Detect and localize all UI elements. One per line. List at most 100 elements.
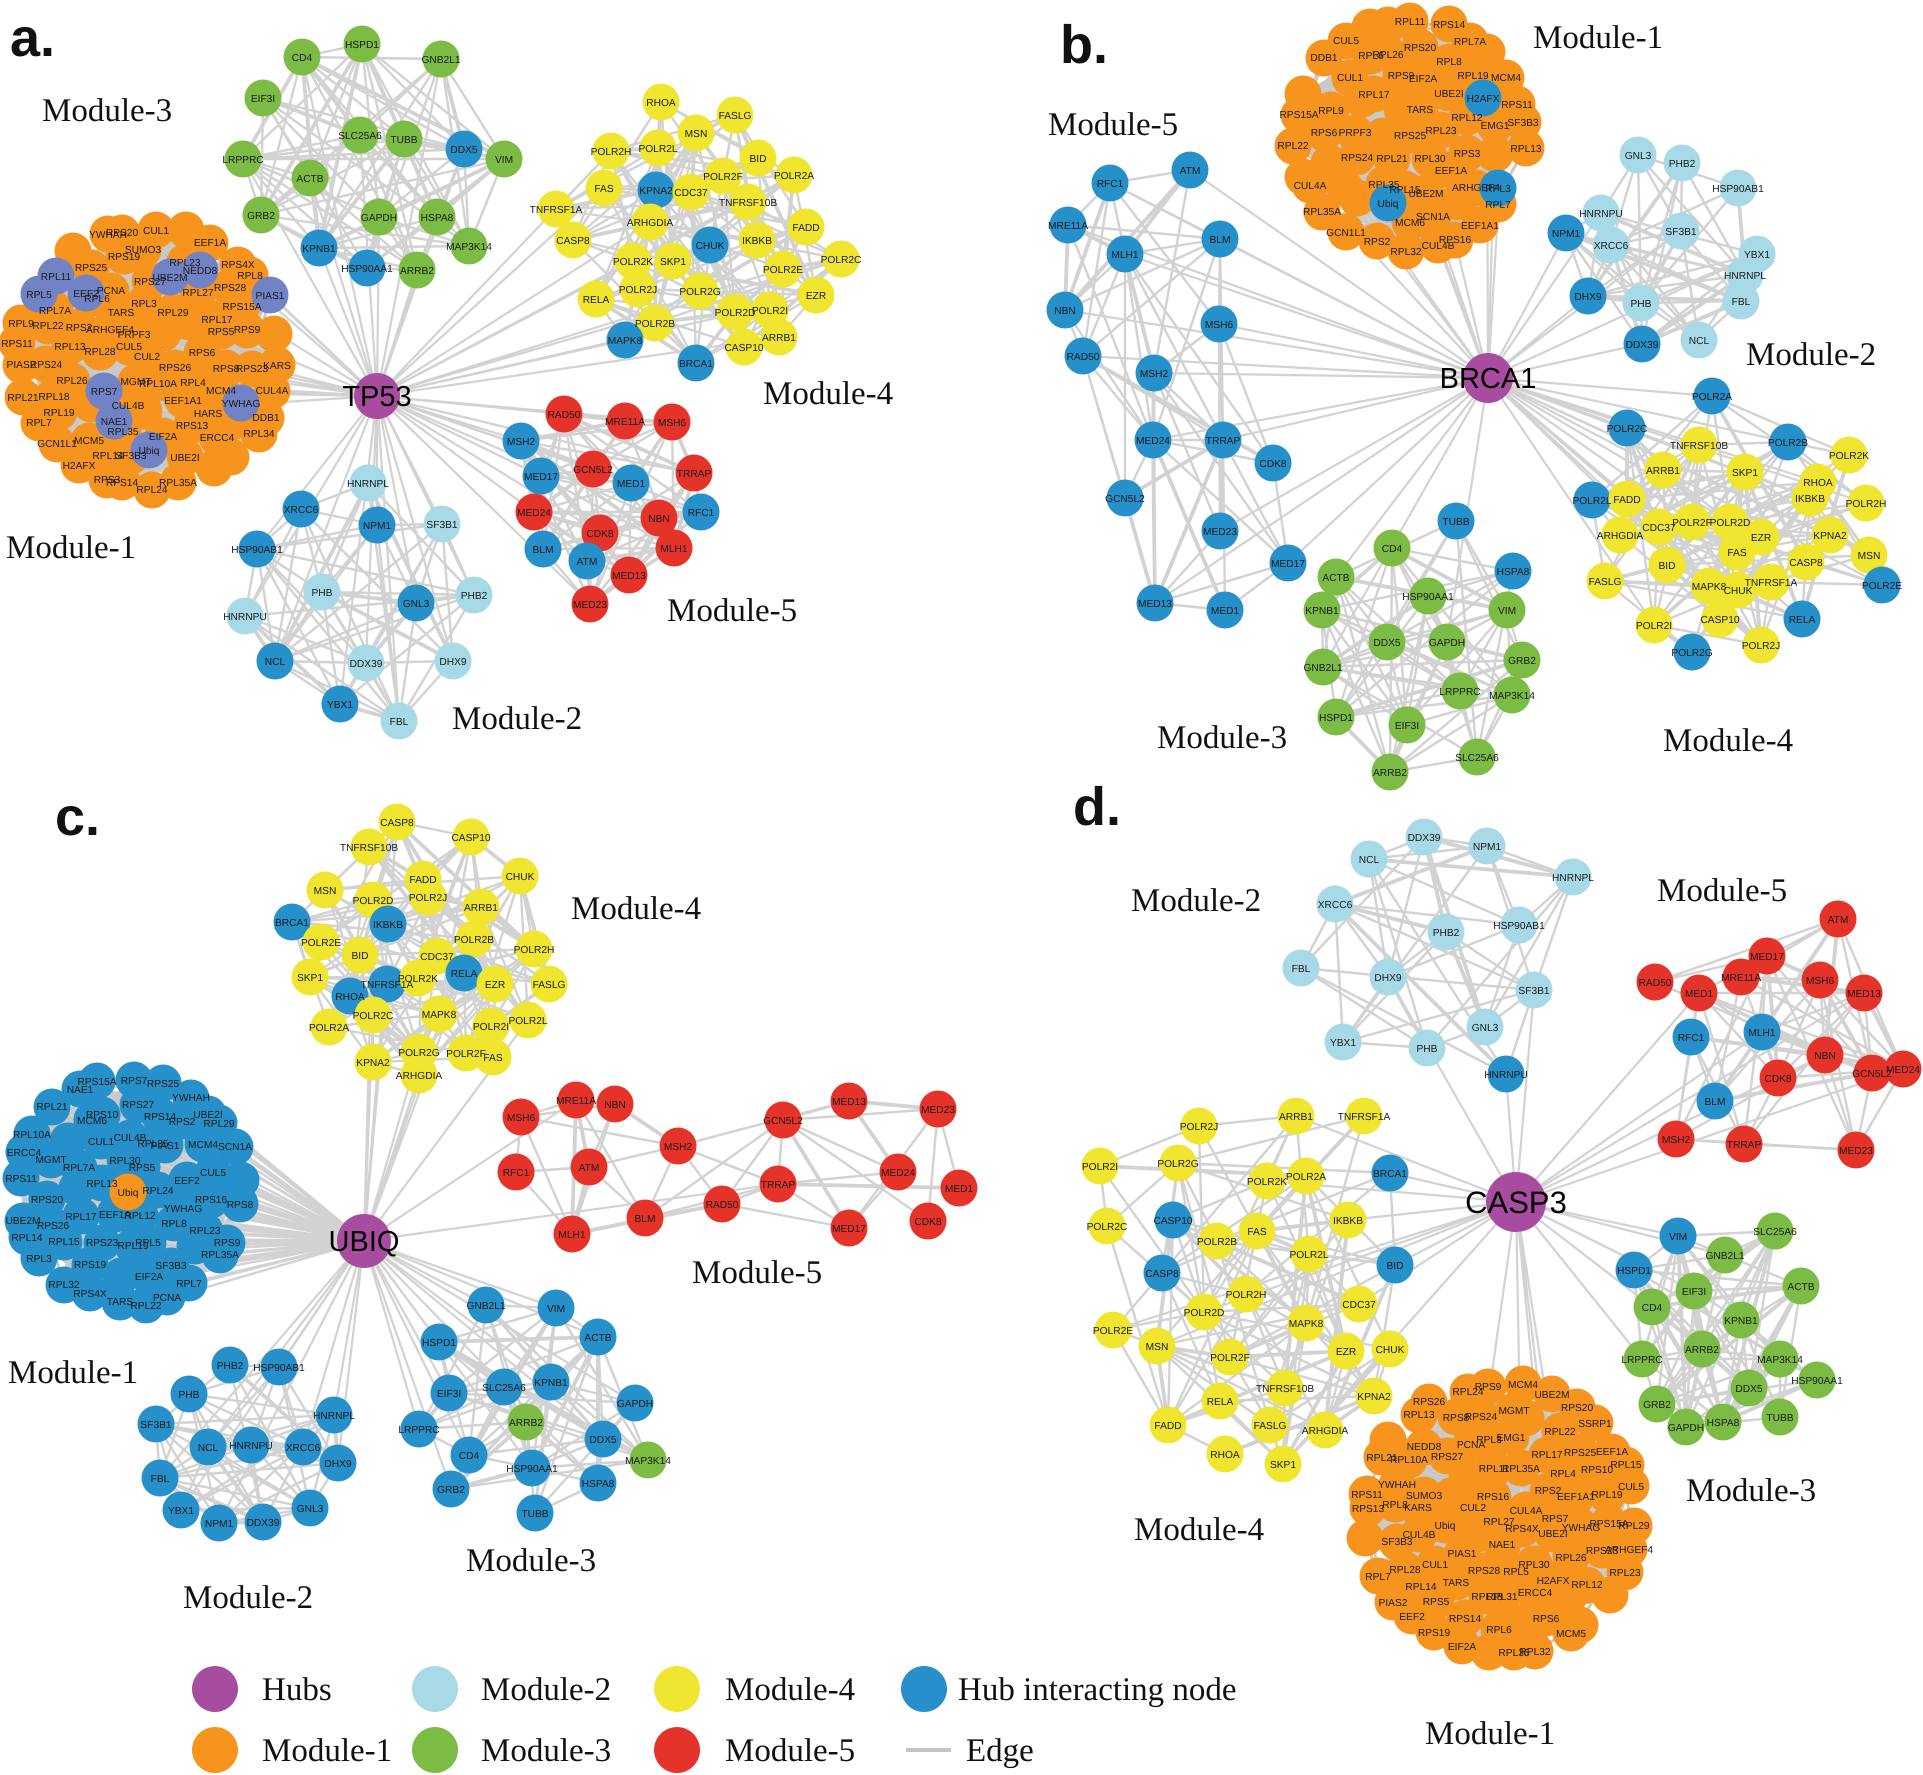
svg-text:CASP3: CASP3 xyxy=(1465,1185,1567,1220)
svg-text:MSH6: MSH6 xyxy=(507,1113,536,1124)
svg-text:SSRP1: SSRP1 xyxy=(1578,1419,1612,1430)
svg-text:RPL7: RPL7 xyxy=(26,418,52,429)
svg-text:MED17: MED17 xyxy=(1750,952,1784,963)
svg-text:RPS2: RPS2 xyxy=(66,323,93,334)
svg-text:RPL9: RPL9 xyxy=(8,319,34,330)
svg-text:HSP90AB1: HSP90AB1 xyxy=(253,1363,305,1374)
svg-text:RPS19: RPS19 xyxy=(74,1260,107,1271)
svg-text:Module-3: Module-3 xyxy=(1686,1473,1816,1509)
svg-text:POLR2H: POLR2H xyxy=(591,147,632,158)
svg-text:RPL3: RPL3 xyxy=(131,299,157,310)
svg-text:RPL21: RPL21 xyxy=(1366,1453,1397,1464)
svg-text:POLR2C: POLR2C xyxy=(1607,424,1648,435)
svg-text:BRCA1: BRCA1 xyxy=(679,359,713,370)
svg-text:GNB2L1: GNB2L1 xyxy=(1303,663,1342,674)
svg-text:VIM: VIM xyxy=(1669,1232,1687,1243)
svg-text:ARRB2: ARRB2 xyxy=(400,266,434,277)
svg-text:HSP90AA1: HSP90AA1 xyxy=(506,1464,558,1475)
svg-text:NPM1: NPM1 xyxy=(1473,842,1502,853)
svg-text:RPS2: RPS2 xyxy=(1535,1486,1562,1497)
svg-text:POLR2C: POLR2C xyxy=(821,255,862,266)
svg-text:RPL24: RPL24 xyxy=(142,1186,173,1197)
svg-text:EIF3I: EIF3I xyxy=(437,1389,461,1400)
svg-text:RPL28: RPL28 xyxy=(84,347,115,358)
svg-text:RPL21: RPL21 xyxy=(1376,154,1407,165)
svg-text:RPS16: RPS16 xyxy=(1477,1492,1510,1503)
svg-text:NPM1: NPM1 xyxy=(205,1519,234,1530)
svg-text:FADD: FADD xyxy=(1154,1421,1181,1432)
svg-text:CUL1: CUL1 xyxy=(88,1137,114,1148)
svg-text:Module-2: Module-2 xyxy=(452,701,582,737)
svg-text:MED23: MED23 xyxy=(921,1105,955,1116)
svg-text:H2AFX: H2AFX xyxy=(1537,1576,1570,1587)
svg-text:RPL8: RPL8 xyxy=(161,1219,187,1230)
svg-text:RPL35A: RPL35A xyxy=(1303,207,1341,218)
svg-text:RPS27: RPS27 xyxy=(134,277,167,288)
svg-text:YWHAG: YWHAG xyxy=(164,1204,203,1215)
svg-text:RPL32: RPL32 xyxy=(1390,247,1421,258)
svg-text:RPL21: RPL21 xyxy=(7,393,38,404)
svg-text:MCM4: MCM4 xyxy=(1491,73,1521,84)
svg-text:MGMT: MGMT xyxy=(35,1155,66,1166)
svg-text:NEDD8: NEDD8 xyxy=(183,266,218,277)
svg-text:TNFRSF10B: TNFRSF10B xyxy=(340,843,399,854)
svg-text:POLR2I: POLR2I xyxy=(752,306,788,317)
svg-text:GNL3: GNL3 xyxy=(297,1504,324,1515)
svg-text:RPS20: RPS20 xyxy=(1404,43,1437,54)
svg-text:RPS8: RPS8 xyxy=(1443,1413,1470,1424)
svg-text:c.: c. xyxy=(55,787,100,847)
svg-text:Module-1: Module-1 xyxy=(6,530,136,566)
svg-text:YBX1: YBX1 xyxy=(1744,250,1770,261)
svg-text:ARHGDIA: ARHGDIA xyxy=(1597,531,1644,542)
svg-text:MED1: MED1 xyxy=(945,1184,974,1195)
svg-text:GNB2L1: GNB2L1 xyxy=(421,55,460,66)
svg-text:NCL: NCL xyxy=(1689,336,1710,347)
svg-text:MLH1: MLH1 xyxy=(1111,250,1139,261)
svg-text:RPS14: RPS14 xyxy=(1449,1614,1482,1625)
svg-text:YWHAG: YWHAG xyxy=(1562,1523,1601,1534)
svg-text:RPL29: RPL29 xyxy=(1618,1521,1649,1532)
svg-text:RPS25: RPS25 xyxy=(1394,131,1427,142)
svg-text:POLR2E: POLR2E xyxy=(1093,1326,1133,1337)
svg-text:MED1: MED1 xyxy=(1685,989,1714,1000)
svg-text:HNRNPU: HNRNPU xyxy=(223,612,267,623)
svg-text:Edge: Edge xyxy=(966,1733,1034,1769)
svg-text:CASP8: CASP8 xyxy=(1145,1269,1179,1280)
svg-text:IKBKB: IKBKB xyxy=(742,236,772,247)
svg-text:MED24: MED24 xyxy=(1886,1065,1920,1076)
svg-text:RPL7A: RPL7A xyxy=(1454,37,1486,48)
svg-text:FBL: FBL xyxy=(390,717,409,728)
svg-text:RPL28: RPL28 xyxy=(1389,1565,1420,1576)
svg-text:CASP10: CASP10 xyxy=(724,343,763,354)
svg-text:EEF1A: EEF1A xyxy=(99,1210,131,1221)
svg-text:RPL24: RPL24 xyxy=(1452,1387,1483,1398)
svg-text:RELA: RELA xyxy=(1789,615,1816,626)
svg-text:BLM: BLM xyxy=(1705,1097,1726,1108)
svg-text:YWHAH: YWHAH xyxy=(1378,1480,1416,1491)
svg-text:Module-1: Module-1 xyxy=(262,1733,392,1769)
svg-text:RPS11: RPS11 xyxy=(5,1174,37,1185)
svg-text:RPL8: RPL8 xyxy=(237,271,263,282)
svg-text:RPS3: RPS3 xyxy=(1454,149,1481,160)
svg-text:RPL35: RPL35 xyxy=(1368,180,1399,191)
svg-text:IKBKB: IKBKB xyxy=(1795,494,1825,505)
svg-text:ARRB2: ARRB2 xyxy=(509,1418,543,1429)
svg-text:FASLG: FASLG xyxy=(1589,577,1622,588)
svg-text:HSP90AA1: HSP90AA1 xyxy=(1402,592,1454,603)
svg-text:Ubiq: Ubiq xyxy=(139,446,160,457)
svg-text:CUL2: CUL2 xyxy=(1460,1503,1486,1514)
svg-text:b.: b. xyxy=(1060,15,1108,75)
svg-text:GCN5L2: GCN5L2 xyxy=(1852,1069,1892,1080)
svg-text:RPL14: RPL14 xyxy=(92,451,123,462)
svg-text:NPM1: NPM1 xyxy=(363,521,392,532)
svg-text:BLM: BLM xyxy=(533,545,554,556)
svg-text:GNL3: GNL3 xyxy=(1625,151,1652,162)
svg-text:CUL4B: CUL4B xyxy=(112,401,145,412)
svg-text:Module-3: Module-3 xyxy=(466,1543,596,1579)
svg-text:DDX39: DDX39 xyxy=(1408,833,1441,844)
svg-text:DHX9: DHX9 xyxy=(439,657,467,668)
svg-text:CUL5: CUL5 xyxy=(1333,36,1359,47)
svg-text:CUL5: CUL5 xyxy=(200,1168,226,1179)
svg-text:MRE11A: MRE11A xyxy=(1721,973,1761,984)
svg-text:RPL15: RPL15 xyxy=(1610,1460,1641,1471)
